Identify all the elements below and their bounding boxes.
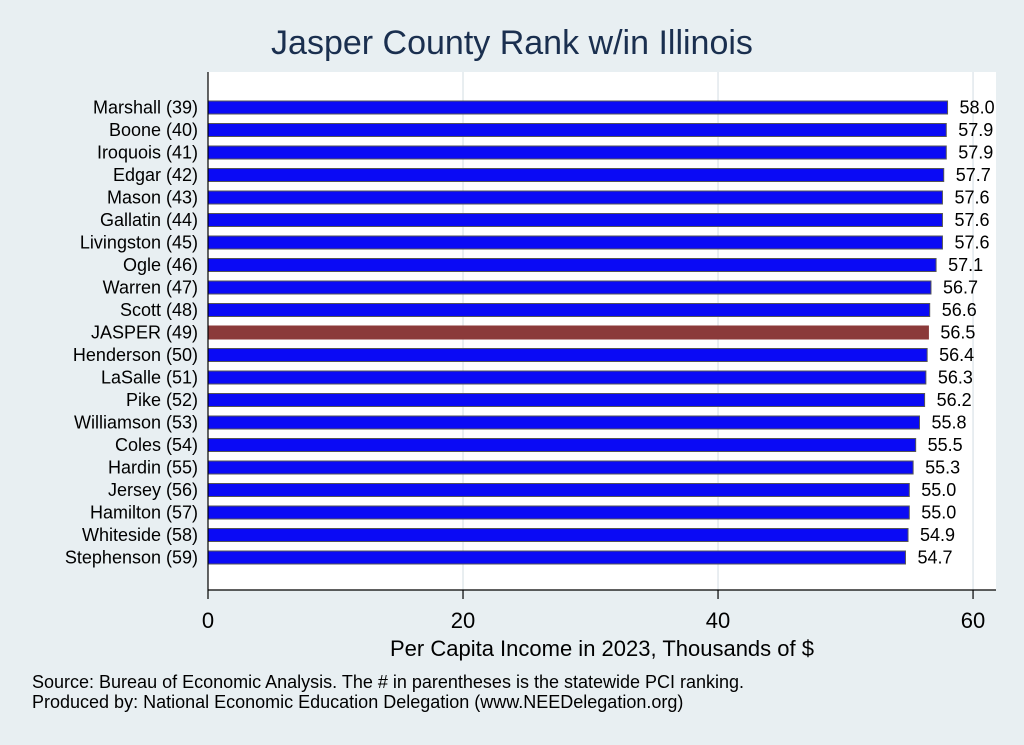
category-label: Boone (40) [109, 120, 198, 140]
bar [207, 438, 917, 452]
source-note: Source: Bureau of Economic Analysis. The… [32, 672, 745, 692]
bar [207, 145, 947, 160]
value-label: 58.0 [960, 98, 995, 118]
producer-note: Produced by: National Economic Education… [32, 692, 684, 712]
category-label: Iroquois (41) [97, 143, 198, 163]
bar [207, 550, 906, 565]
category-label: Stephenson (59) [65, 548, 198, 568]
category-label: Mason (43) [107, 188, 198, 208]
value-label: 55.3 [925, 458, 960, 478]
x-tick-label: 60 [961, 608, 985, 633]
value-label: 57.1 [948, 255, 983, 275]
value-label: 56.2 [937, 390, 972, 410]
bar [207, 460, 914, 475]
category-label: Whiteside (58) [82, 525, 198, 545]
category-label: Livingston (45) [80, 233, 198, 253]
x-tick-label: 40 [706, 608, 730, 633]
category-label: JASPER (49) [91, 323, 198, 343]
value-label: 54.9 [920, 525, 955, 545]
bar [207, 235, 943, 250]
x-tick-label: 0 [202, 608, 214, 633]
bar [207, 258, 937, 272]
value-label: 56.3 [938, 368, 973, 388]
bar [207, 483, 910, 497]
category-label: Williamson (53) [74, 413, 198, 433]
bar [207, 100, 949, 115]
bar [207, 370, 927, 385]
value-label: 56.4 [939, 345, 974, 365]
x-tick-label: 20 [451, 608, 475, 633]
value-label: 54.7 [917, 548, 952, 568]
value-label: 57.6 [954, 188, 989, 208]
category-label: Marshall (39) [93, 98, 198, 118]
bar [207, 348, 928, 362]
bar [207, 213, 943, 227]
category-label: Jersey (56) [108, 480, 198, 500]
value-label: 57.9 [958, 120, 993, 140]
category-label: Henderson (50) [73, 345, 198, 365]
category-label: Gallatin (44) [100, 210, 198, 230]
category-label: Pike (52) [126, 390, 198, 410]
value-label: 56.7 [943, 278, 978, 298]
value-label: 56.6 [942, 300, 977, 320]
category-label: LaSalle (51) [101, 368, 198, 388]
value-label: 55.5 [928, 435, 963, 455]
bar [207, 325, 929, 340]
category-label: Scott (48) [120, 300, 198, 320]
bar [207, 168, 945, 182]
value-label: 55.8 [931, 413, 966, 433]
bar [207, 123, 947, 137]
category-label: Ogle (46) [123, 255, 198, 275]
category-label: Hamilton (57) [90, 503, 198, 523]
category-label: Edgar (42) [113, 165, 198, 185]
bar [207, 303, 931, 317]
bar [207, 393, 926, 407]
chart-title: Jasper County Rank w/in Illinois [271, 24, 753, 62]
value-label: 57.6 [954, 233, 989, 253]
category-label: Warren (47) [103, 278, 198, 298]
x-axis-title: Per Capita Income in 2023, Thousands of … [390, 636, 814, 661]
bar [207, 415, 920, 430]
value-label: 55.0 [921, 503, 956, 523]
value-label: 57.6 [954, 210, 989, 230]
bar [207, 528, 909, 542]
value-label: 56.5 [940, 323, 975, 343]
bar [207, 190, 943, 205]
category-label: Coles (54) [115, 435, 198, 455]
value-label: 57.9 [958, 143, 993, 163]
category-label: Hardin (55) [108, 458, 198, 478]
bar [207, 505, 910, 520]
value-label: 57.7 [956, 165, 991, 185]
bar [207, 280, 932, 295]
value-label: 55.0 [921, 480, 956, 500]
